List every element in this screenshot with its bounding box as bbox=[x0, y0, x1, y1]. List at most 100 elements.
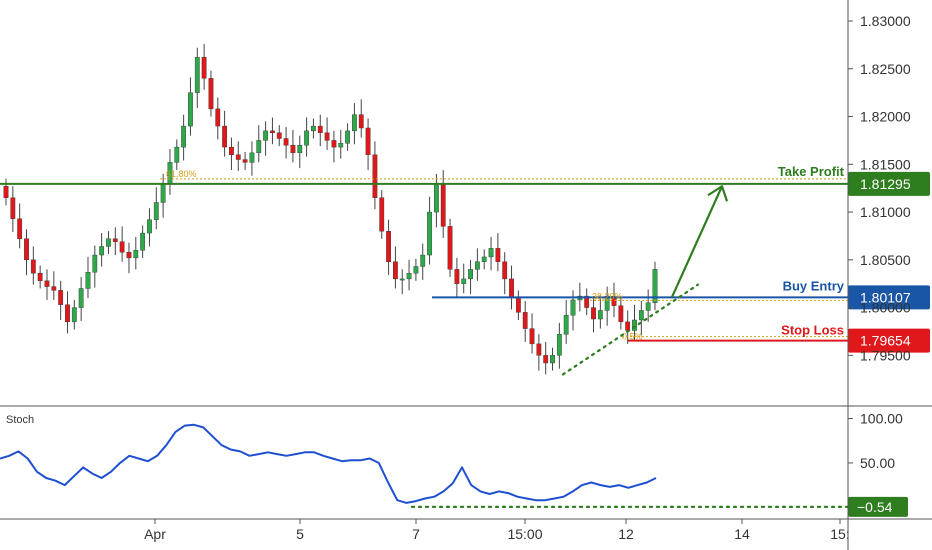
candle bbox=[550, 347, 555, 371]
candle bbox=[515, 290, 521, 320]
take-profit-label: Take Profit bbox=[778, 164, 845, 179]
candle-down-body bbox=[229, 146, 234, 155]
candle bbox=[433, 173, 439, 228]
candle bbox=[256, 125, 262, 163]
candle bbox=[44, 269, 50, 300]
candle-down-body bbox=[10, 197, 16, 219]
candle-down-body bbox=[215, 108, 221, 127]
projection-arrow-shaft bbox=[670, 185, 724, 298]
candle-up-body bbox=[263, 130, 268, 141]
candle bbox=[522, 300, 528, 342]
candle bbox=[242, 151, 248, 171]
candle-up-body bbox=[99, 246, 105, 256]
candle-up-body bbox=[488, 248, 494, 258]
candle bbox=[536, 334, 542, 371]
candle-down-body bbox=[618, 305, 624, 323]
take-profit-price-badge bbox=[848, 171, 930, 196]
candle-down-body bbox=[611, 295, 617, 306]
candle bbox=[65, 291, 70, 334]
candle-down-body bbox=[119, 241, 125, 253]
candle bbox=[147, 208, 152, 247]
candle bbox=[37, 265, 43, 289]
candle bbox=[468, 259, 473, 295]
time-tick-label: 15: bbox=[830, 526, 849, 542]
candle-down-body bbox=[112, 238, 118, 242]
candle bbox=[461, 263, 467, 294]
candle bbox=[222, 110, 228, 157]
candle bbox=[58, 280, 64, 320]
candle-up-body bbox=[338, 143, 344, 148]
candle-down-body bbox=[51, 286, 57, 291]
candle-up-body bbox=[352, 114, 357, 132]
candle-down-body bbox=[242, 159, 248, 163]
time-tick-label: 14 bbox=[734, 526, 750, 542]
candle bbox=[311, 118, 316, 139]
price-tick-label: 1.80500 bbox=[860, 252, 911, 268]
buy-entry-price-badge bbox=[848, 285, 930, 310]
candle-down-body bbox=[529, 328, 535, 345]
candle-up-body bbox=[85, 272, 91, 289]
fib-50-label: 0.5% bbox=[622, 332, 643, 342]
candle-up-body bbox=[71, 307, 77, 323]
candle bbox=[529, 313, 535, 354]
candle bbox=[652, 261, 658, 311]
candle-up-body bbox=[256, 140, 262, 154]
time-tick-label: 7 bbox=[412, 526, 420, 542]
chart-overlays: 61.80% Take Profit 38.20% Buy Entry 0.5% Stop… bbox=[0, 164, 930, 376]
candle-down-body bbox=[3, 186, 9, 198]
stop-loss-price-badge bbox=[848, 328, 930, 353]
candle bbox=[160, 173, 166, 218]
candle-down-body bbox=[24, 238, 29, 261]
candle-up-body bbox=[474, 261, 480, 270]
candle-down-body bbox=[65, 304, 70, 323]
candle-down-body bbox=[44, 280, 50, 287]
candle-down-body bbox=[440, 183, 446, 227]
candle bbox=[249, 141, 255, 176]
take-profit-price: 1.81295 bbox=[860, 176, 911, 192]
candle-up-body bbox=[174, 146, 180, 163]
candle-up-body bbox=[604, 295, 610, 311]
candle-down-body bbox=[509, 278, 514, 299]
buy-entry-price: 1.80107 bbox=[860, 289, 911, 305]
stoch-current-value: −0.54 bbox=[857, 499, 893, 515]
candle bbox=[509, 265, 514, 310]
candle-down-body bbox=[58, 290, 64, 305]
candle-down-body bbox=[30, 259, 36, 274]
candle bbox=[372, 141, 378, 210]
candle-down-body bbox=[358, 114, 364, 129]
candle bbox=[181, 114, 187, 161]
candle bbox=[30, 246, 36, 285]
candle bbox=[276, 125, 282, 147]
fib-618-label: 61.80% bbox=[166, 169, 197, 179]
candle bbox=[440, 170, 446, 238]
candle bbox=[420, 243, 426, 280]
candle-down-body bbox=[201, 57, 207, 79]
candle bbox=[604, 286, 610, 326]
candle-down-body bbox=[331, 140, 337, 148]
candle-down-body bbox=[454, 269, 460, 284]
candle bbox=[3, 178, 9, 206]
stochastic-panel: Stoch 100.00 50.00 −0.54 bbox=[0, 411, 908, 517]
candle-up-body bbox=[133, 250, 139, 259]
price-tick-label: 1.82000 bbox=[860, 109, 911, 125]
candle bbox=[632, 304, 637, 341]
candle bbox=[324, 117, 330, 150]
candle-down-body bbox=[235, 154, 241, 160]
candle bbox=[406, 259, 412, 291]
candle-down-body bbox=[270, 130, 275, 133]
time-tick-label: 12 bbox=[618, 526, 634, 542]
candle bbox=[563, 299, 569, 344]
candle-up-body bbox=[147, 219, 152, 234]
candle-down-body bbox=[447, 226, 453, 270]
candle bbox=[543, 341, 549, 375]
candle bbox=[92, 245, 98, 288]
time-tick-label: Apr bbox=[144, 526, 166, 542]
candle-up-body bbox=[556, 334, 562, 356]
candle-down-body bbox=[222, 125, 228, 148]
stoch-value-badge bbox=[848, 496, 908, 517]
candle-down-body bbox=[37, 272, 43, 282]
candle-up-body bbox=[406, 272, 412, 280]
candle-up-body bbox=[140, 232, 146, 251]
candle bbox=[474, 248, 480, 281]
